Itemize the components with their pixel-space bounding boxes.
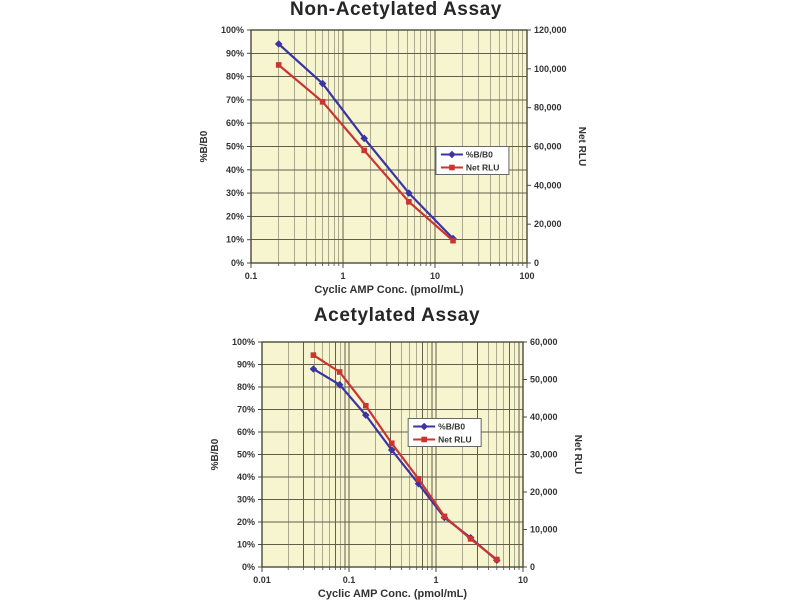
svg-text:10: 10 bbox=[430, 271, 440, 281]
svg-text:80%: 80% bbox=[226, 72, 244, 82]
svg-text:100,000: 100,000 bbox=[534, 64, 567, 74]
svg-text:40%: 40% bbox=[237, 472, 255, 482]
svg-text:10: 10 bbox=[518, 575, 528, 585]
svg-text:%B/B0: %B/B0 bbox=[199, 130, 210, 162]
svg-text:Net RLU: Net RLU bbox=[466, 163, 500, 173]
svg-text:60,000: 60,000 bbox=[530, 337, 558, 347]
svg-text:Net RLU: Net RLU bbox=[438, 435, 472, 445]
svg-text:10%: 10% bbox=[226, 235, 244, 245]
svg-text:60%: 60% bbox=[226, 118, 244, 128]
svg-text:%B/B0: %B/B0 bbox=[466, 150, 493, 160]
svg-text:60,000: 60,000 bbox=[534, 142, 562, 152]
svg-text:50%: 50% bbox=[237, 450, 255, 460]
svg-text:60%: 60% bbox=[237, 427, 255, 437]
acetylated-chart-plot: 0% 10% 20% 30% 40% 50% 60% 70% 80% 90% 100% 0 10,000… bbox=[210, 337, 583, 600]
svg-text:50,000: 50,000 bbox=[530, 375, 558, 385]
svg-text:80,000: 80,000 bbox=[534, 103, 562, 113]
svg-text:120,000: 120,000 bbox=[534, 25, 567, 35]
svg-text:0: 0 bbox=[534, 258, 539, 268]
svg-text:0.01: 0.01 bbox=[253, 575, 271, 585]
non-acetylated-chart-plot: 0% 10% 20% 30% 40% 50% 60% 70% 80% 90% 100% 0 20,000… bbox=[199, 25, 587, 296]
svg-text:20,000: 20,000 bbox=[530, 487, 558, 497]
svg-text:0%: 0% bbox=[231, 258, 244, 268]
svg-text:30%: 30% bbox=[237, 495, 255, 505]
svg-text:90%: 90% bbox=[237, 360, 255, 370]
svg-text:1: 1 bbox=[340, 271, 345, 281]
svg-text:70%: 70% bbox=[226, 95, 244, 105]
svg-text:10,000: 10,000 bbox=[530, 525, 558, 535]
svg-text:0%: 0% bbox=[242, 562, 255, 572]
svg-text:10%: 10% bbox=[237, 540, 255, 550]
svg-text:30%: 30% bbox=[226, 188, 244, 198]
svg-text:100%: 100% bbox=[232, 337, 255, 347]
svg-text:100: 100 bbox=[519, 271, 534, 281]
svg-text:20%: 20% bbox=[237, 517, 255, 527]
svg-text:0.1: 0.1 bbox=[245, 271, 258, 281]
svg-text:20,000: 20,000 bbox=[534, 219, 562, 229]
svg-text:0: 0 bbox=[530, 562, 535, 572]
svg-text:40%: 40% bbox=[226, 165, 244, 175]
svg-text:Cyclic AMP Conc. (pmol/mL): Cyclic AMP Conc. (pmol/mL) bbox=[314, 284, 463, 296]
svg-text:Net RLU: Net RLU bbox=[572, 435, 583, 474]
acetylated-chart-title: Acetylated Assay bbox=[313, 305, 481, 326]
svg-text:80%: 80% bbox=[237, 382, 255, 392]
svg-text:20%: 20% bbox=[226, 211, 244, 221]
svg-text:Net RLU: Net RLU bbox=[576, 127, 587, 166]
svg-text:40,000: 40,000 bbox=[530, 412, 558, 422]
svg-text:50%: 50% bbox=[226, 142, 244, 152]
svg-text:Cyclic AMP Conc. (pmol/mL): Cyclic AMP Conc. (pmol/mL) bbox=[318, 588, 467, 600]
non-acetylated-chart-title: Non-Acetylated Assay bbox=[290, 0, 502, 20]
svg-text:40,000: 40,000 bbox=[534, 180, 562, 190]
svg-text:0.1: 0.1 bbox=[343, 575, 356, 585]
svg-text:%B/B0: %B/B0 bbox=[438, 422, 465, 432]
svg-text:1: 1 bbox=[433, 575, 438, 585]
svg-text:90%: 90% bbox=[226, 48, 244, 58]
svg-text:100%: 100% bbox=[221, 25, 244, 35]
svg-text:70%: 70% bbox=[237, 405, 255, 415]
svg-text:30,000: 30,000 bbox=[530, 450, 558, 460]
svg-text:%B/B0: %B/B0 bbox=[210, 438, 221, 470]
